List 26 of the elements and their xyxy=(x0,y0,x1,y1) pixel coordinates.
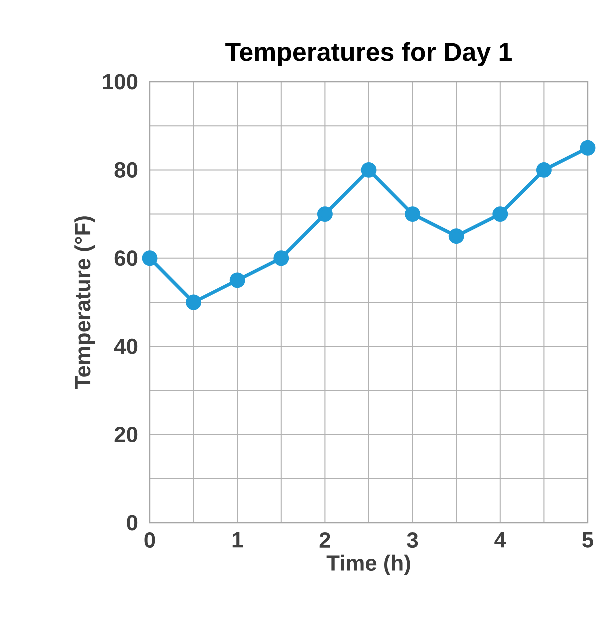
point xyxy=(186,294,202,310)
y-axis-title: Temperature (°F) xyxy=(74,216,96,390)
point xyxy=(142,250,158,266)
y-tick-label: 40 xyxy=(114,338,138,354)
point xyxy=(492,206,508,222)
point xyxy=(580,140,596,156)
x-tick-label: 0 xyxy=(144,532,156,548)
y-tick-label: 20 xyxy=(114,427,138,443)
x-tick-label: 2 xyxy=(320,532,330,548)
x-axis-title: Time (h) xyxy=(326,554,410,576)
x-tick-label: 5 xyxy=(582,532,594,548)
point xyxy=(448,228,464,244)
x-tick-label: 3 xyxy=(407,532,418,548)
y-tick-label: 80 xyxy=(114,162,138,178)
y-tick-label: 100 xyxy=(103,74,138,90)
point xyxy=(230,272,246,288)
x-tick-label: 4 xyxy=(494,532,506,548)
point xyxy=(405,206,421,222)
point xyxy=(274,250,290,266)
y-tick-label: 60 xyxy=(114,250,138,266)
x-tick-label: 1 xyxy=(232,532,244,548)
point xyxy=(317,206,333,222)
chart-title: Temperatures for Day 1 xyxy=(226,42,512,66)
point xyxy=(536,162,552,178)
point xyxy=(361,162,377,178)
y-tick-label: 0 xyxy=(127,515,138,531)
